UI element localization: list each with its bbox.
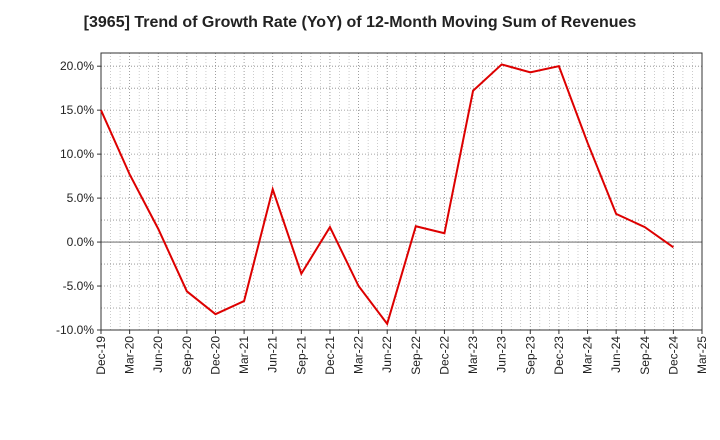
y-tick-label: -5.0%: [63, 279, 95, 293]
series-line: [100, 63, 674, 327]
x-tick-label: Sep-22: [409, 336, 423, 375]
x-tick-label: Sep-23: [523, 336, 537, 375]
chart-title: [3965] Trend of Growth Rate (YoY) of 12-…: [83, 14, 637, 31]
x-tick-label: Mar-22: [352, 336, 366, 374]
y-tick-label: 20.0%: [60, 59, 94, 73]
x-tick-label: Dec-23: [552, 336, 566, 375]
plot-border: [100, 52, 703, 331]
y-tick-label: 10.0%: [60, 147, 94, 161]
x-tick-label: Dec-24: [666, 336, 680, 375]
x-tick-label: Jun-22: [380, 336, 394, 373]
x-tick-label: Jun-21: [266, 336, 280, 373]
x-tick-label: Mar-25: [695, 336, 709, 374]
x-tick-label: Jun-20: [151, 336, 165, 373]
x-tick-label: Mar-21: [237, 336, 251, 374]
y-tick-label: 0.0%: [67, 235, 95, 249]
x-tick-label: Dec-20: [208, 336, 222, 375]
x-tick-label: Sep-21: [294, 336, 308, 375]
y-tick-label: 15.0%: [60, 103, 94, 117]
x-tick-label: Mar-20: [123, 336, 137, 374]
x-tick-label: Dec-21: [323, 336, 337, 375]
x-tick-label: Dec-22: [437, 336, 451, 375]
y-tick-label: -10.0%: [56, 323, 94, 337]
x-tick-label: Jun-23: [495, 336, 509, 373]
x-tick-label: Sep-24: [638, 336, 652, 375]
y-tick-label: 5.0%: [67, 191, 95, 205]
x-tick-label: Jun-24: [609, 336, 623, 373]
x-tick-label: Sep-20: [180, 336, 194, 375]
x-tick-label: Dec-19: [94, 336, 108, 375]
plot-area: [101, 53, 702, 330]
x-tick-label: Mar-23: [466, 336, 480, 374]
x-tick-label: Mar-24: [581, 336, 595, 374]
